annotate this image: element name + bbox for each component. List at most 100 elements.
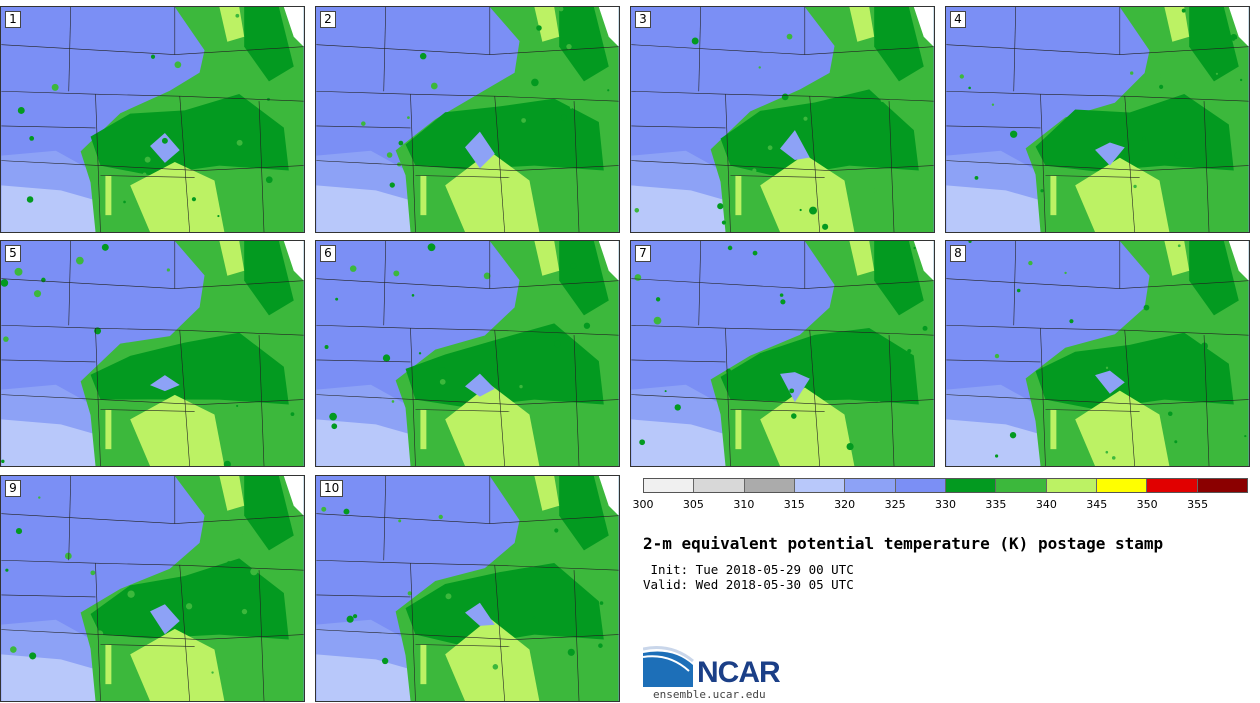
convective-speck <box>974 175 979 180</box>
convective-speck <box>166 268 170 272</box>
high-theta-e-band <box>1035 93 1234 172</box>
lake-michigan <box>913 7 934 47</box>
convective-speck <box>1159 84 1164 89</box>
plains-strip <box>105 644 112 685</box>
state-boundary <box>698 241 702 326</box>
state-boundary <box>946 324 1249 336</box>
convective-speck <box>185 603 193 610</box>
member-panel: 8 <box>945 240 1250 467</box>
member-panel: 6 <box>315 240 620 467</box>
convective-speck <box>1167 411 1173 417</box>
convective-speck <box>531 78 539 87</box>
valid-time: Valid: Wed 2018-05-30 05 UTC <box>643 577 854 592</box>
panel-number: 2 <box>320 11 336 28</box>
convective-speck <box>752 250 758 256</box>
panel-number: 9 <box>5 480 21 497</box>
convective-speck <box>226 561 232 566</box>
lake-michigan <box>598 476 619 516</box>
panel-number: 10 <box>320 480 344 497</box>
state-boundary <box>415 409 510 412</box>
state-boundary <box>1124 96 1135 232</box>
convective-speck <box>913 246 916 250</box>
northeast-band <box>244 241 294 316</box>
cool-pocket <box>150 604 180 635</box>
northern-warm-patch <box>1164 241 1190 276</box>
state-boundary <box>946 359 1041 363</box>
convective-speck <box>389 182 395 188</box>
convective-speck <box>17 107 25 114</box>
convective-speck <box>361 121 366 126</box>
convective-speck <box>386 152 393 158</box>
convective-speck <box>236 139 243 146</box>
convective-speck <box>407 591 412 596</box>
high-theta-e-band <box>90 558 289 640</box>
state-boundary <box>258 101 265 232</box>
state-boundary <box>316 394 619 405</box>
state-boundary <box>410 94 416 232</box>
member-panel: 3 <box>630 6 935 233</box>
init-time: Init: Tue 2018-05-29 00 UTC <box>643 562 854 577</box>
convective-speck <box>241 608 248 615</box>
member-panel: 9 <box>0 475 305 702</box>
convective-speck <box>329 412 337 421</box>
state-boundary <box>946 90 1249 102</box>
state-boundary <box>809 330 820 466</box>
colorbar-swatch <box>1197 479 1247 492</box>
convective-speck <box>343 508 350 515</box>
convective-speck <box>583 322 591 329</box>
state-boundary <box>1045 175 1140 178</box>
convective-speck <box>789 388 795 394</box>
figure-title: 2-m equivalent potential temperature (K)… <box>643 534 1164 553</box>
convective-speck <box>391 400 395 403</box>
state-boundary <box>179 565 190 701</box>
colorbar-tick-label: 340 <box>1035 498 1057 511</box>
convective-speck <box>721 220 727 225</box>
convective-speck <box>29 136 35 141</box>
convective-speck <box>1040 189 1044 193</box>
state-boundary <box>494 330 505 466</box>
convective-speck <box>876 401 882 406</box>
member-panel: 2 <box>315 6 620 233</box>
state-boundary <box>1013 241 1017 326</box>
state-boundary <box>1 125 96 129</box>
colorbar-tick-label: 350 <box>1136 498 1158 511</box>
convective-speck <box>639 439 646 446</box>
convective-speck <box>599 601 604 605</box>
convective-speck <box>664 390 667 393</box>
cool-pocket <box>150 375 180 392</box>
convective-speck <box>398 519 402 523</box>
state-boundary <box>631 160 934 171</box>
map-canvas <box>946 241 1249 466</box>
state-boundary <box>316 559 619 571</box>
state-boundary <box>1203 101 1210 232</box>
southwest-dry-region <box>946 185 1046 232</box>
convective-speck <box>1215 72 1219 75</box>
convective-speck <box>439 378 446 385</box>
cool-pocket <box>1095 142 1125 166</box>
high-theta-e-band <box>720 89 919 178</box>
convective-speck <box>430 82 438 90</box>
northeast-band <box>559 241 609 316</box>
state-boundary <box>730 175 825 178</box>
convective-speck <box>1230 33 1238 41</box>
state-boundary <box>1 160 304 171</box>
cool-pocket <box>780 372 810 403</box>
northeast-band <box>874 241 924 316</box>
panel-number: 8 <box>950 245 966 262</box>
convective-speck <box>519 384 523 389</box>
convective-speck <box>1111 456 1116 460</box>
convective-speck <box>634 208 640 213</box>
state-boundary <box>316 324 619 336</box>
convective-speck <box>96 630 104 638</box>
convective-speck <box>1234 39 1239 44</box>
state-boundary <box>95 94 101 232</box>
northeast-band <box>874 7 924 82</box>
state-boundary <box>1040 328 1046 466</box>
convective-speck <box>544 641 547 644</box>
convective-speck <box>101 243 109 251</box>
convective-speck <box>1143 304 1150 311</box>
panel-number: 6 <box>320 245 336 262</box>
map-canvas <box>631 7 934 232</box>
convective-speck <box>922 325 928 331</box>
convective-speck <box>1009 432 1017 439</box>
